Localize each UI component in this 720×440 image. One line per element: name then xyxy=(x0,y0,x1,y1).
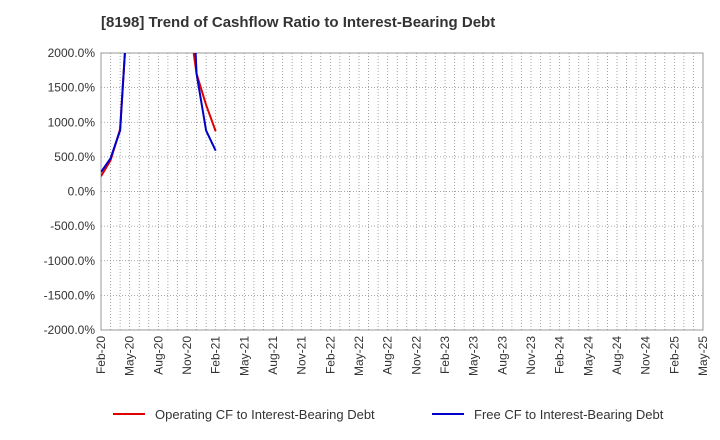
x-tick-label: Aug-21 xyxy=(266,336,280,375)
x-tick-label: Feb-20 xyxy=(94,336,108,374)
x-tick-label: Feb-21 xyxy=(209,336,223,374)
chart-title: [8198] Trend of Cashflow Ratio to Intere… xyxy=(101,14,496,31)
x-tick-label: Aug-22 xyxy=(381,336,395,375)
x-tick-label: May-25 xyxy=(696,336,710,376)
x-tick-label: May-23 xyxy=(467,336,481,376)
x-tick-label: May-24 xyxy=(581,336,595,376)
x-tick-label: Feb-23 xyxy=(438,336,452,374)
y-tick-label: 1500.0% xyxy=(48,81,96,95)
x-tick-label: May-21 xyxy=(237,336,251,376)
x-tick-label: Nov-22 xyxy=(409,336,423,375)
x-tick-label: Nov-20 xyxy=(180,336,194,375)
legend-label: Operating CF to Interest-Bearing Debt xyxy=(155,407,375,422)
x-tick-label: Aug-20 xyxy=(151,336,165,375)
x-tick-label: Aug-23 xyxy=(495,336,509,375)
x-tick-label: Nov-21 xyxy=(295,336,309,375)
y-tick-label: -500.0% xyxy=(50,219,95,233)
y-tick-label: -2000.0% xyxy=(44,323,96,337)
series-line-2 xyxy=(194,53,217,152)
x-tick-label: Feb-25 xyxy=(667,336,681,374)
y-tick-label: 0.0% xyxy=(68,185,96,199)
y-tick-label: 2000.0% xyxy=(48,46,96,60)
y-tick-label: 500.0% xyxy=(54,150,95,164)
y-tick-label: -1500.0% xyxy=(44,288,96,302)
x-tick-label: May-22 xyxy=(352,336,366,376)
x-tick-label: Nov-24 xyxy=(639,336,653,375)
x-tick-label: Nov-23 xyxy=(524,336,538,375)
y-tick-label: 1000.0% xyxy=(48,115,96,129)
legend-label: Free CF to Interest-Bearing Debt xyxy=(474,407,664,422)
y-tick-label: -1000.0% xyxy=(44,254,96,268)
series-line-2 xyxy=(101,53,126,173)
x-tick-label: Aug-24 xyxy=(610,336,624,375)
x-tick-label: Feb-22 xyxy=(323,336,337,374)
x-tick-label: May-20 xyxy=(123,336,137,376)
x-tick-label: Feb-24 xyxy=(553,336,567,374)
